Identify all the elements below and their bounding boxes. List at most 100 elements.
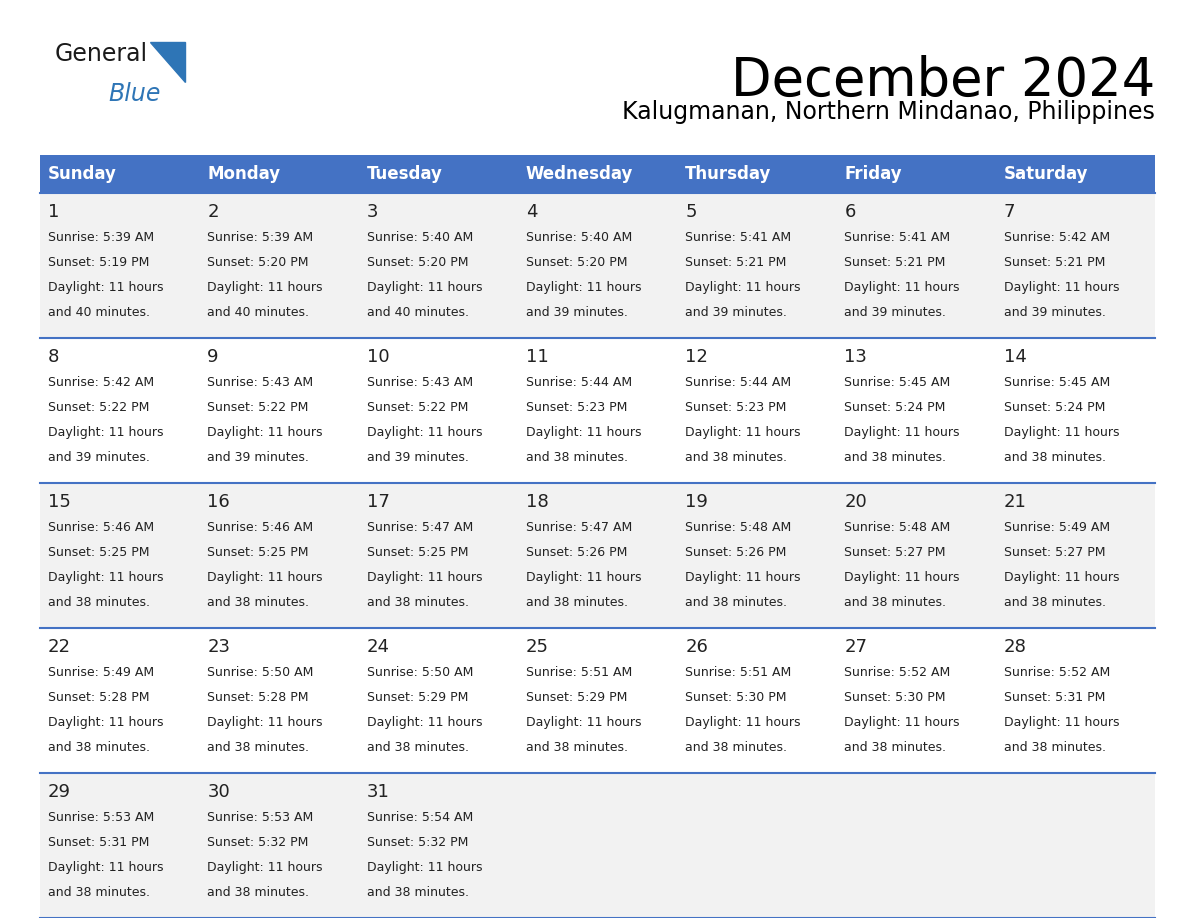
Text: Thursday: Thursday — [685, 165, 771, 183]
Text: Sunrise: 5:39 AM: Sunrise: 5:39 AM — [207, 231, 314, 244]
Text: Sunrise: 5:52 AM: Sunrise: 5:52 AM — [845, 666, 950, 679]
Text: Sunset: 5:25 PM: Sunset: 5:25 PM — [207, 546, 309, 559]
Text: 28: 28 — [1004, 638, 1026, 656]
Text: Daylight: 11 hours: Daylight: 11 hours — [526, 426, 642, 439]
Text: 20: 20 — [845, 493, 867, 511]
Bar — [40, 628, 200, 773]
Bar — [518, 483, 677, 628]
Bar — [200, 628, 359, 773]
Text: Sunrise: 5:51 AM: Sunrise: 5:51 AM — [685, 666, 791, 679]
Text: Sunset: 5:28 PM: Sunset: 5:28 PM — [207, 691, 309, 704]
Text: Sunset: 5:25 PM: Sunset: 5:25 PM — [367, 546, 468, 559]
Text: Wednesday: Wednesday — [526, 165, 633, 183]
Text: Monday: Monday — [207, 165, 280, 183]
Text: and 38 minutes.: and 38 minutes. — [48, 741, 150, 754]
Text: 4: 4 — [526, 203, 537, 221]
Text: Daylight: 11 hours: Daylight: 11 hours — [845, 426, 960, 439]
Bar — [359, 155, 518, 193]
Text: Daylight: 11 hours: Daylight: 11 hours — [685, 281, 801, 294]
Text: Kalugmanan, Northern Mindanao, Philippines: Kalugmanan, Northern Mindanao, Philippin… — [623, 100, 1155, 124]
Text: Daylight: 11 hours: Daylight: 11 hours — [367, 281, 482, 294]
Text: 31: 31 — [367, 783, 390, 801]
Text: Daylight: 11 hours: Daylight: 11 hours — [1004, 426, 1119, 439]
Bar — [836, 483, 996, 628]
Text: Daylight: 11 hours: Daylight: 11 hours — [48, 861, 164, 874]
Text: Sunrise: 5:39 AM: Sunrise: 5:39 AM — [48, 231, 154, 244]
Text: Daylight: 11 hours: Daylight: 11 hours — [367, 571, 482, 584]
Text: Sunrise: 5:45 AM: Sunrise: 5:45 AM — [1004, 376, 1110, 389]
Text: Sunrise: 5:52 AM: Sunrise: 5:52 AM — [1004, 666, 1110, 679]
Text: Daylight: 11 hours: Daylight: 11 hours — [845, 281, 960, 294]
Text: 27: 27 — [845, 638, 867, 656]
Text: and 38 minutes.: and 38 minutes. — [48, 886, 150, 899]
Text: Sunrise: 5:44 AM: Sunrise: 5:44 AM — [685, 376, 791, 389]
Bar — [359, 193, 518, 338]
Text: Daylight: 11 hours: Daylight: 11 hours — [48, 571, 164, 584]
Text: Daylight: 11 hours: Daylight: 11 hours — [1004, 716, 1119, 729]
Bar — [40, 155, 200, 193]
Text: and 39 minutes.: and 39 minutes. — [685, 306, 786, 319]
Bar — [677, 773, 836, 918]
Text: Sunset: 5:27 PM: Sunset: 5:27 PM — [845, 546, 946, 559]
Text: Saturday: Saturday — [1004, 165, 1088, 183]
Text: 1: 1 — [48, 203, 59, 221]
Text: 19: 19 — [685, 493, 708, 511]
Text: Sunset: 5:32 PM: Sunset: 5:32 PM — [207, 836, 309, 849]
Text: Sunrise: 5:49 AM: Sunrise: 5:49 AM — [1004, 521, 1110, 534]
Text: Daylight: 11 hours: Daylight: 11 hours — [845, 571, 960, 584]
Text: 12: 12 — [685, 348, 708, 366]
Text: and 39 minutes.: and 39 minutes. — [367, 451, 468, 464]
Text: Sunset: 5:26 PM: Sunset: 5:26 PM — [685, 546, 786, 559]
Text: and 38 minutes.: and 38 minutes. — [367, 886, 468, 899]
Bar — [677, 155, 836, 193]
Text: Sunset: 5:29 PM: Sunset: 5:29 PM — [526, 691, 627, 704]
Text: 5: 5 — [685, 203, 696, 221]
Bar — [677, 193, 836, 338]
Text: and 38 minutes.: and 38 minutes. — [526, 451, 627, 464]
Text: 2: 2 — [207, 203, 219, 221]
Text: Sunday: Sunday — [48, 165, 116, 183]
Text: Daylight: 11 hours: Daylight: 11 hours — [1004, 281, 1119, 294]
Text: Sunset: 5:25 PM: Sunset: 5:25 PM — [48, 546, 150, 559]
Text: 22: 22 — [48, 638, 71, 656]
Bar — [677, 628, 836, 773]
Text: Sunrise: 5:51 AM: Sunrise: 5:51 AM — [526, 666, 632, 679]
Bar — [836, 338, 996, 483]
Text: and 39 minutes.: and 39 minutes. — [48, 451, 150, 464]
Bar — [518, 155, 677, 193]
Text: Sunset: 5:21 PM: Sunset: 5:21 PM — [1004, 256, 1105, 269]
Bar — [996, 338, 1155, 483]
Text: and 38 minutes.: and 38 minutes. — [685, 596, 788, 609]
Text: Daylight: 11 hours: Daylight: 11 hours — [367, 716, 482, 729]
Text: and 38 minutes.: and 38 minutes. — [526, 741, 627, 754]
Text: Sunrise: 5:45 AM: Sunrise: 5:45 AM — [845, 376, 950, 389]
Text: 13: 13 — [845, 348, 867, 366]
Bar — [996, 773, 1155, 918]
Text: and 39 minutes.: and 39 minutes. — [207, 451, 309, 464]
Text: 18: 18 — [526, 493, 549, 511]
Text: Daylight: 11 hours: Daylight: 11 hours — [48, 281, 164, 294]
Text: 30: 30 — [207, 783, 230, 801]
Text: Sunrise: 5:46 AM: Sunrise: 5:46 AM — [48, 521, 154, 534]
Text: and 38 minutes.: and 38 minutes. — [207, 886, 309, 899]
Bar — [359, 338, 518, 483]
Text: Sunrise: 5:41 AM: Sunrise: 5:41 AM — [685, 231, 791, 244]
Text: 3: 3 — [367, 203, 378, 221]
Bar — [200, 483, 359, 628]
Text: Daylight: 11 hours: Daylight: 11 hours — [207, 426, 323, 439]
Bar — [359, 773, 518, 918]
Text: 25: 25 — [526, 638, 549, 656]
Text: and 39 minutes.: and 39 minutes. — [845, 306, 947, 319]
Text: Daylight: 11 hours: Daylight: 11 hours — [526, 281, 642, 294]
Bar — [200, 155, 359, 193]
Bar — [518, 628, 677, 773]
Text: Sunset: 5:20 PM: Sunset: 5:20 PM — [207, 256, 309, 269]
Bar — [677, 483, 836, 628]
Text: Tuesday: Tuesday — [367, 165, 442, 183]
Text: Sunset: 5:21 PM: Sunset: 5:21 PM — [685, 256, 786, 269]
Text: Sunrise: 5:48 AM: Sunrise: 5:48 AM — [685, 521, 791, 534]
Text: Blue: Blue — [108, 82, 160, 106]
Text: 16: 16 — [207, 493, 230, 511]
Text: 26: 26 — [685, 638, 708, 656]
Text: Sunrise: 5:40 AM: Sunrise: 5:40 AM — [526, 231, 632, 244]
